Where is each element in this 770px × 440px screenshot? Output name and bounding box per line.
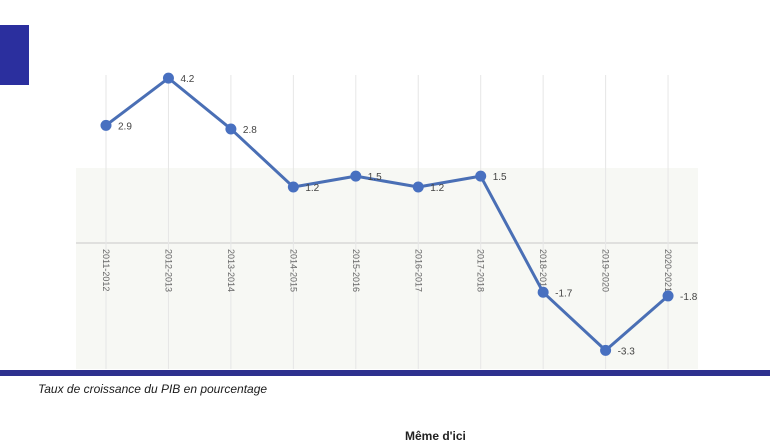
data-point bbox=[162, 72, 174, 84]
data-label: 1.5 bbox=[368, 172, 382, 183]
data-point bbox=[600, 344, 612, 356]
data-label: 1.2 bbox=[305, 183, 319, 194]
data-label: 2.8 bbox=[243, 125, 257, 136]
x-tick-label: 2017-2018 bbox=[476, 249, 486, 292]
gdp-growth-chart: 2011-2012 2012-2013 2013-2014 2014-2015 2015… bbox=[76, 72, 698, 369]
x-tick-label: 2013-2014 bbox=[226, 249, 236, 292]
data-label: 1.2 bbox=[430, 183, 444, 194]
x-tick-label: 2014-2015 bbox=[288, 249, 298, 292]
data-point bbox=[475, 170, 487, 182]
divider-rule bbox=[0, 370, 770, 376]
data-point bbox=[662, 290, 674, 302]
x-tick-label: 2020-2021 bbox=[663, 249, 673, 292]
data-label: 2.9 bbox=[118, 121, 132, 132]
figure-caption: Taux de croissance du PIB en pourcentage bbox=[38, 382, 268, 396]
accent-block bbox=[0, 25, 29, 85]
data-point bbox=[350, 170, 362, 182]
data-label: -1.8 bbox=[680, 292, 698, 303]
x-tick-label: 2019-2020 bbox=[601, 249, 611, 292]
data-label: 4.2 bbox=[180, 74, 194, 85]
x-tick-label: 2015-2016 bbox=[351, 249, 361, 292]
data-label: 1.5 bbox=[493, 172, 507, 183]
data-point bbox=[225, 123, 237, 135]
x-tick-label: 2012-2013 bbox=[163, 249, 173, 292]
footer-text-fragment: Même d'ici bbox=[405, 430, 466, 440]
data-point bbox=[537, 286, 549, 298]
data-point bbox=[100, 119, 112, 131]
data-point bbox=[287, 181, 299, 193]
x-tick-label: 2011-2012 bbox=[101, 249, 111, 291]
series-line bbox=[105, 76, 670, 352]
data-label: -1.7 bbox=[555, 288, 573, 299]
data-label: -3.3 bbox=[618, 346, 636, 357]
x-tick-label: 2018-2019 bbox=[538, 249, 548, 292]
data-point bbox=[412, 181, 424, 193]
x-tick-label: 2016-2017 bbox=[413, 249, 423, 292]
plot-background bbox=[76, 168, 698, 369]
